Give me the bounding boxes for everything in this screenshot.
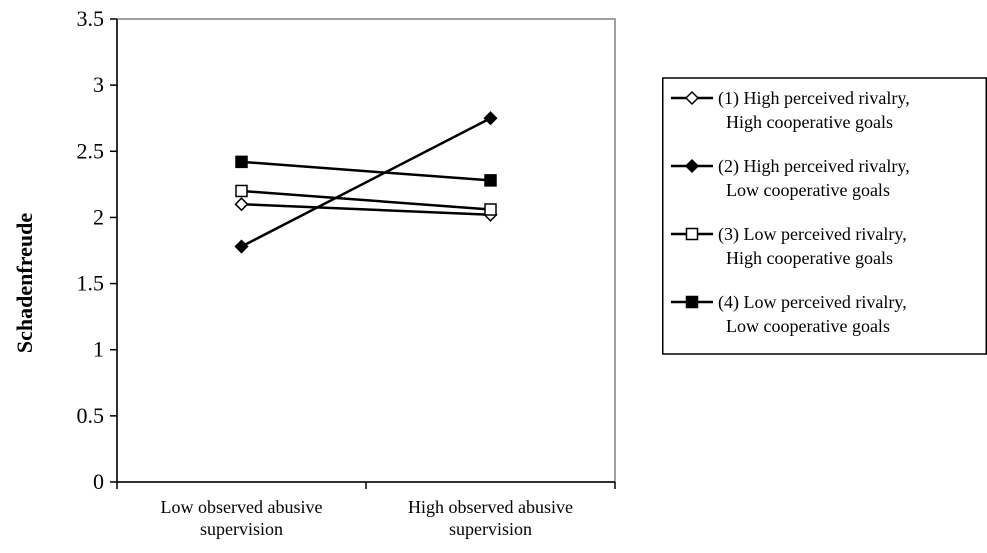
legend: (1) High perceived rivalry, High cooperat… bbox=[662, 77, 987, 355]
data-point bbox=[235, 184, 248, 198]
legend-entry: (1) High perceived rivalry, High cooperat… bbox=[671, 88, 910, 132]
legend-label: (2) High perceived rivalry, Low cooperati… bbox=[718, 156, 910, 200]
data-point bbox=[483, 111, 498, 126]
legend-marker bbox=[684, 158, 700, 174]
x-category-label: Low observed abusive supervision bbox=[161, 497, 323, 539]
series-2 bbox=[234, 111, 498, 254]
legend-marker bbox=[685, 295, 699, 309]
series-1 bbox=[234, 197, 498, 222]
data-point bbox=[234, 197, 249, 212]
y-tick-label: 1.5 bbox=[77, 271, 105, 296]
legend-marker bbox=[685, 227, 699, 241]
legend-label: (1) High perceived rivalry, High cooperat… bbox=[718, 88, 910, 132]
y-tick-label: 3.5 bbox=[77, 6, 105, 31]
y-tick-label: 1 bbox=[93, 337, 104, 362]
series-line bbox=[240, 117, 492, 248]
legend-box bbox=[662, 77, 987, 355]
legend-label: (4) Low perceived rivalry, Low cooperativ… bbox=[718, 292, 907, 336]
data-point bbox=[234, 239, 249, 254]
legend-entry: (4) Low perceived rivalry, Low cooperativ… bbox=[671, 292, 907, 336]
y-tick-label: 2.5 bbox=[77, 138, 105, 163]
x-category-label: High observed abusive supervision bbox=[408, 497, 573, 539]
legend-marker bbox=[684, 90, 700, 106]
series-4 bbox=[235, 155, 497, 187]
plot-border bbox=[116, 18, 616, 483]
y-tick-label: 3 bbox=[93, 72, 104, 97]
axes: 0 0.5 1 1.5 2 2.5 3 3.5 Low observed abusive supe… bbox=[77, 6, 616, 539]
series-3 bbox=[235, 184, 497, 216]
legend-entry: (3) Low perceived rivalry, High cooperati… bbox=[671, 224, 907, 268]
series-line bbox=[241, 189, 491, 211]
legend-label: (3) Low perceived rivalry, High cooperati… bbox=[718, 224, 907, 268]
data-point bbox=[235, 155, 248, 169]
legend-entry: (2) High perceived rivalry, Low cooperati… bbox=[671, 156, 910, 200]
series-line bbox=[241, 202, 491, 217]
data-point bbox=[484, 174, 497, 187]
data-point bbox=[484, 203, 497, 216]
plot-area bbox=[116, 18, 616, 483]
y-tick-label: 0 bbox=[93, 469, 104, 494]
y-tick-label: 0.5 bbox=[77, 403, 105, 428]
series-layer bbox=[234, 111, 498, 254]
series-line bbox=[241, 160, 491, 182]
y-tick-label: 2 bbox=[93, 204, 104, 229]
y-axis-label: Schadenfreude bbox=[12, 213, 37, 353]
